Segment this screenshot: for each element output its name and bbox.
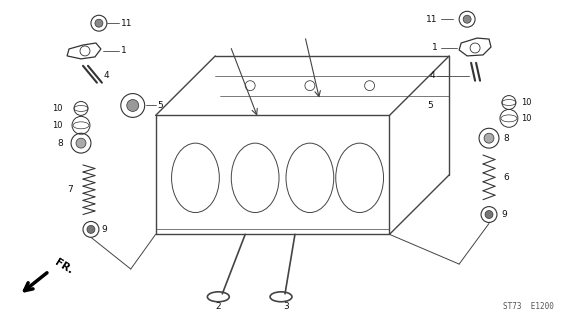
Text: FR.: FR. bbox=[53, 258, 75, 276]
Text: 5: 5 bbox=[158, 101, 164, 110]
Text: 10: 10 bbox=[521, 98, 531, 107]
Text: 9: 9 bbox=[101, 225, 106, 234]
Text: 1: 1 bbox=[431, 44, 437, 52]
Circle shape bbox=[95, 19, 103, 27]
Text: 3: 3 bbox=[283, 302, 289, 311]
Text: 8: 8 bbox=[503, 134, 509, 143]
Circle shape bbox=[76, 138, 86, 148]
Circle shape bbox=[463, 15, 471, 23]
Text: 4: 4 bbox=[430, 71, 435, 80]
Text: ST73  E1200: ST73 E1200 bbox=[503, 302, 554, 311]
Text: 2: 2 bbox=[215, 302, 221, 311]
Circle shape bbox=[87, 225, 95, 233]
Text: 7: 7 bbox=[67, 185, 73, 194]
Text: 6: 6 bbox=[503, 173, 509, 182]
Text: 10: 10 bbox=[53, 121, 63, 130]
Text: 11: 11 bbox=[426, 15, 437, 24]
Text: 4: 4 bbox=[104, 71, 109, 80]
Circle shape bbox=[484, 133, 494, 143]
Text: 11: 11 bbox=[121, 19, 132, 28]
Circle shape bbox=[485, 211, 493, 219]
Text: 10: 10 bbox=[521, 114, 531, 123]
Text: 8: 8 bbox=[57, 139, 63, 148]
Text: 1: 1 bbox=[121, 46, 126, 55]
Circle shape bbox=[127, 100, 139, 111]
Text: 9: 9 bbox=[501, 210, 507, 219]
Text: 5: 5 bbox=[427, 101, 433, 110]
Text: 10: 10 bbox=[53, 104, 63, 113]
